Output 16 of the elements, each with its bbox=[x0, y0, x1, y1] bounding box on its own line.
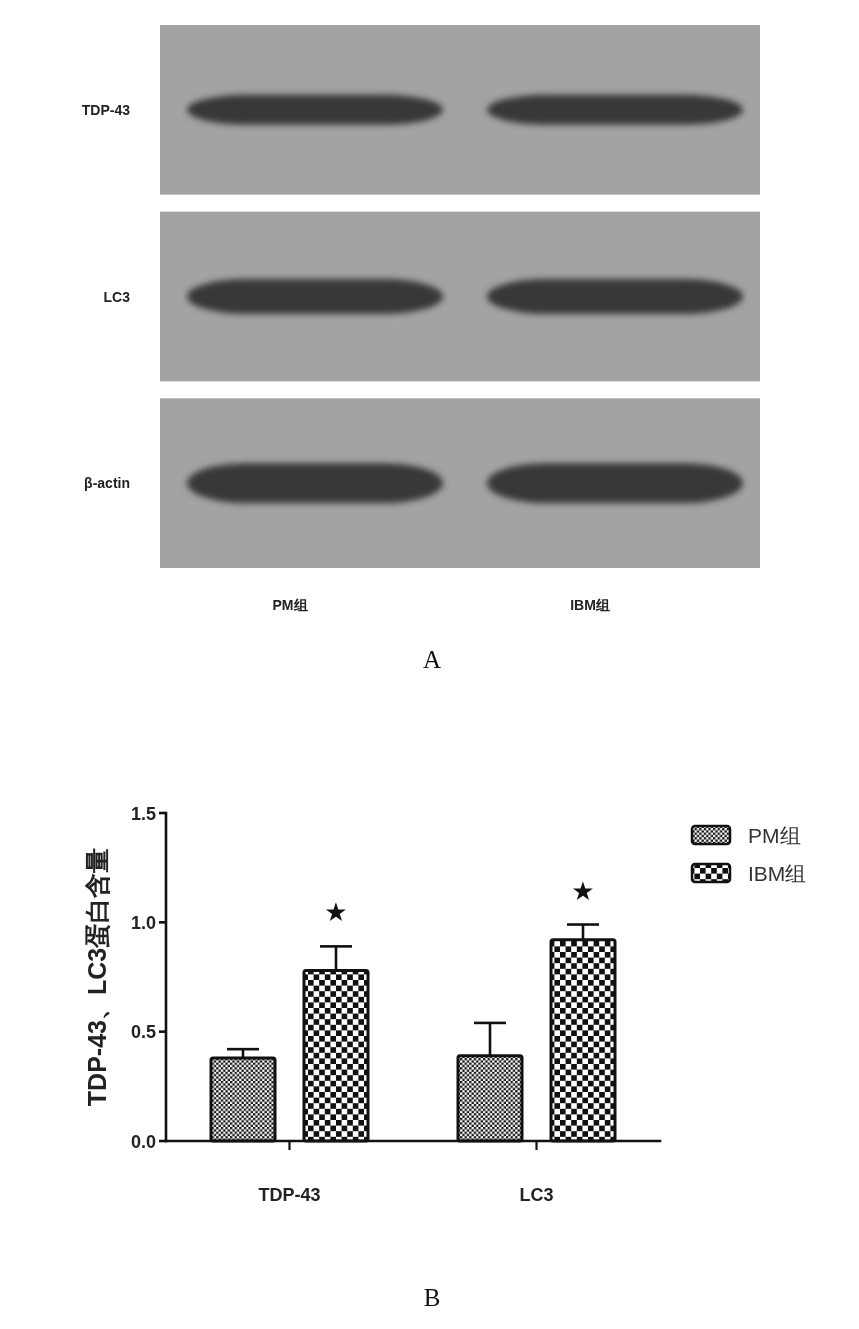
category-label: IBM组 bbox=[570, 597, 610, 613]
legend-label: PM组 bbox=[748, 823, 801, 847]
annotation: ★ bbox=[324, 897, 348, 928]
category-label: LC3 bbox=[103, 288, 130, 305]
text: A bbox=[422, 646, 442, 673]
category-label: TDP-43 bbox=[81, 101, 130, 118]
y-tick-label: 1.0 bbox=[130, 912, 156, 933]
y-tick-label: 1.5 bbox=[130, 803, 156, 824]
y-tick-label: 0.5 bbox=[130, 1022, 156, 1043]
annotation: ★ bbox=[571, 875, 595, 906]
y-axis-title: TDP-43、LC3蛋白含量 bbox=[83, 847, 111, 1107]
legend-label: IBM组 bbox=[748, 861, 807, 885]
y-tick-label: 0.0 bbox=[130, 1131, 156, 1152]
text: B bbox=[423, 1284, 441, 1311]
category-label: PM组 bbox=[272, 597, 308, 613]
category-label: β-actin bbox=[84, 475, 130, 492]
